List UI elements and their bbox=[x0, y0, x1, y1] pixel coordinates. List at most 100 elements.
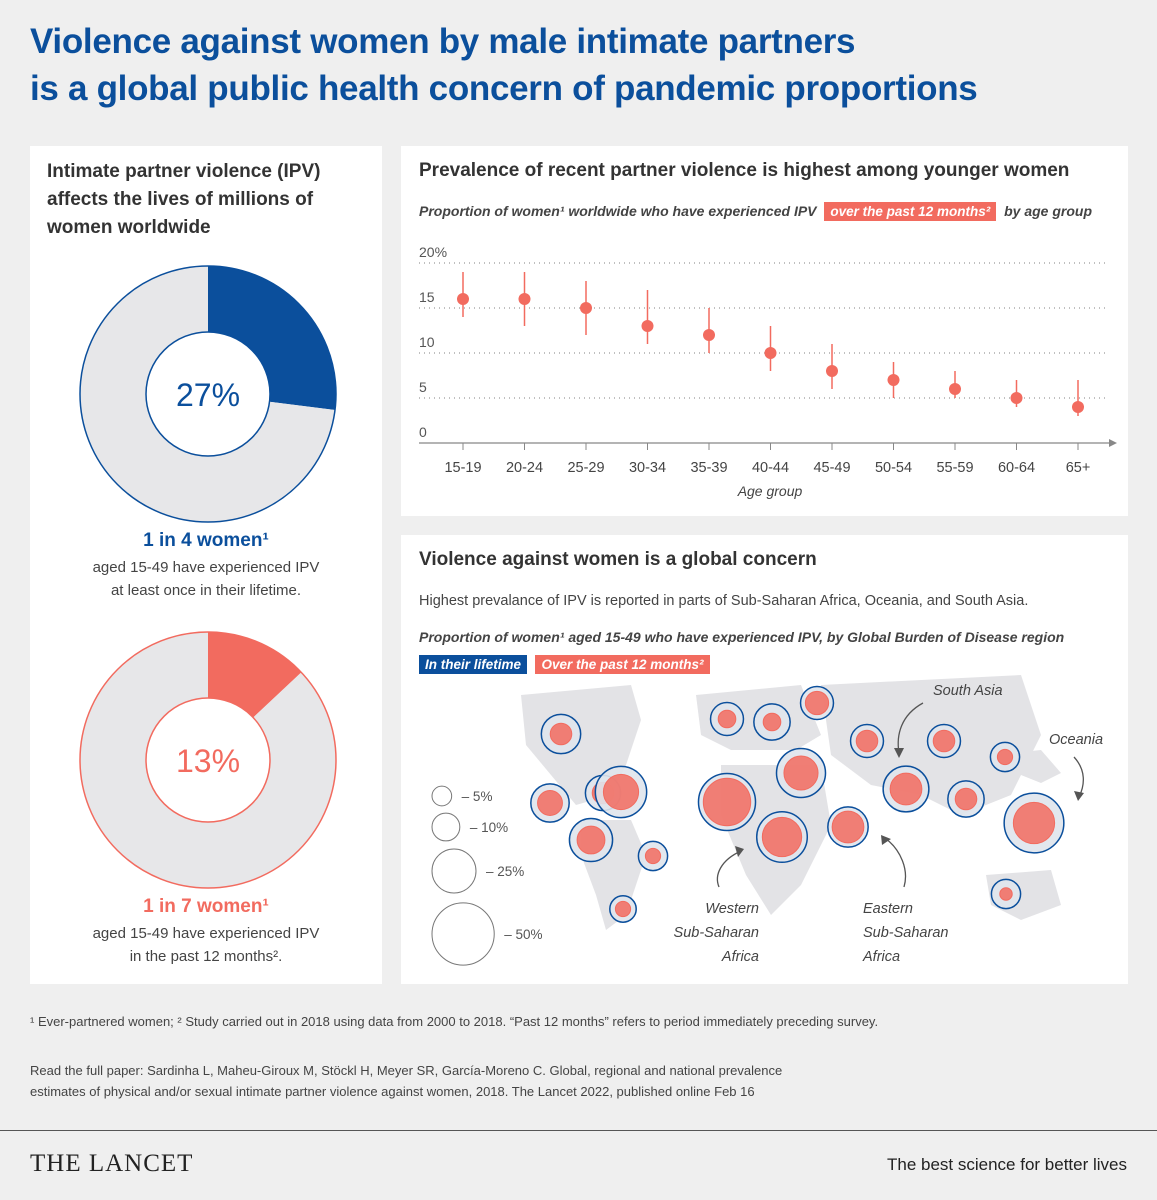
lancet-logo: THE LANCET bbox=[30, 1150, 194, 1177]
recent-bubble bbox=[1012, 801, 1056, 845]
size-legend-label: – 50% bbox=[504, 927, 542, 942]
footnote: ¹ Ever-partnered women; ² Study carried … bbox=[30, 1014, 879, 1029]
recent-bubble bbox=[537, 790, 563, 816]
size-legend-circle bbox=[431, 785, 453, 807]
recent-bubble bbox=[576, 825, 606, 855]
data-point bbox=[641, 320, 654, 332]
recent-bubble bbox=[614, 900, 632, 918]
annotation-eastern-africa: Eastern bbox=[863, 901, 913, 917]
x-tick-label: 15-19 bbox=[444, 460, 481, 476]
annotation-western-africa: Africa bbox=[721, 949, 759, 965]
recent-bubble bbox=[996, 748, 1014, 766]
y-tick-label: 5 bbox=[419, 379, 427, 395]
recent-stat-description: aged 15-49 have experienced IPV in the p… bbox=[30, 922, 382, 968]
recent-stat: 1 in 7 women¹ bbox=[143, 896, 269, 917]
reference-line-1: Read the full paper: Sardinha L, Maheu-G… bbox=[30, 1063, 783, 1078]
map-description: Highest prevalance of IPV is reported in… bbox=[419, 593, 1029, 609]
recent-donut-slice-remainder bbox=[79, 632, 336, 888]
lifetime-stat-description: aged 15-49 have experienced IPV at least… bbox=[30, 556, 382, 602]
reference-line-2: estimates of physical and/or sexual inti… bbox=[30, 1084, 755, 1099]
x-axis-arrow bbox=[1109, 439, 1117, 447]
data-point bbox=[703, 329, 715, 341]
annotation-south-asia: South Asia bbox=[933, 683, 1003, 699]
recent-bubble bbox=[717, 709, 737, 729]
data-point bbox=[949, 383, 961, 395]
arrow-south-asia-head bbox=[894, 748, 904, 758]
legend-past-12-months: Over the past 12 months² bbox=[535, 655, 710, 674]
legend-lifetime: In their lifetime bbox=[419, 655, 528, 674]
recent-donut-chart: 13% bbox=[79, 631, 337, 889]
recent-bubble bbox=[762, 712, 782, 732]
arrow-eastern-africa-head bbox=[881, 835, 891, 845]
x-tick-label: 45-49 bbox=[813, 460, 850, 476]
age-subtitle-text: Proportion of women¹ worldwide who have … bbox=[419, 203, 817, 219]
recent-bubble bbox=[761, 816, 803, 858]
x-tick-label: 30-34 bbox=[629, 460, 666, 476]
lifetime-donut-outer-ring bbox=[79, 265, 337, 523]
arrow-oceania-head bbox=[1074, 791, 1084, 801]
data-point bbox=[1072, 401, 1084, 413]
recent-bubble bbox=[804, 690, 830, 716]
size-legend-label: – 25% bbox=[486, 864, 524, 879]
past-12-months-pill: over the past 12 months² bbox=[824, 202, 997, 221]
regional-bubble-map: – 5% – 10% – 25% – 50% South Asia Oceania West… bbox=[431, 675, 1103, 966]
paper-reference: Read the full paper: Sardinha L, Maheu-G… bbox=[30, 1060, 830, 1102]
data-point bbox=[764, 347, 777, 359]
recent-bubble bbox=[783, 755, 819, 791]
recent-bubble bbox=[602, 773, 640, 811]
annotation-eastern-africa: Sub-Saharan bbox=[863, 925, 948, 941]
x-tick-label: 25-29 bbox=[567, 460, 604, 476]
page-title: Violence against women by male intimate … bbox=[30, 18, 978, 112]
recent-bubble bbox=[831, 810, 865, 844]
size-legend-label: – 10% bbox=[470, 820, 508, 835]
map-color-legend: In their lifetime Over the past 12 month… bbox=[419, 655, 714, 674]
y-tick-label: 20% bbox=[419, 244, 447, 260]
recent-bubble bbox=[999, 887, 1013, 901]
lifetime-donut-inner-ring bbox=[145, 331, 271, 457]
size-legend-circle bbox=[431, 848, 477, 894]
arrow-western-africa-head bbox=[735, 846, 744, 857]
recent-bubble bbox=[702, 777, 752, 827]
recent-stat-line-1: aged 15-49 have experienced IPV bbox=[92, 925, 320, 942]
footer-divider bbox=[0, 1130, 1157, 1131]
data-point bbox=[826, 365, 838, 377]
lifetime-donut-chart: 27% bbox=[79, 265, 337, 523]
x-axis-title: Age group bbox=[737, 483, 803, 499]
map-title: Violence against women is a global conce… bbox=[419, 549, 817, 570]
recent-donut-outer-ring bbox=[79, 631, 337, 889]
data-point bbox=[1010, 392, 1023, 404]
lifetime-stat-line-2: at least once in their lifetime. bbox=[110, 582, 302, 599]
recent-bubble bbox=[932, 729, 956, 753]
annotation-oceania: Oceania bbox=[1049, 732, 1103, 748]
x-tick-label: 50-54 bbox=[875, 460, 912, 476]
lifetime-stat: 1 in 4 women¹ bbox=[143, 530, 269, 551]
lifetime-stat-line-1: aged 15-49 have experienced IPV bbox=[92, 559, 320, 576]
arrow-eastern-africa bbox=[884, 837, 907, 888]
data-point bbox=[457, 293, 469, 305]
annotation-eastern-africa: Africa bbox=[862, 949, 900, 965]
size-legend-circle bbox=[431, 902, 495, 966]
data-point bbox=[518, 293, 531, 305]
annotation-western-africa: Western bbox=[705, 901, 759, 917]
title-line-1: Violence against women by male intimate … bbox=[30, 22, 856, 61]
title-line-2: is a global public health concern of pan… bbox=[30, 69, 978, 108]
y-tick-label: 15 bbox=[419, 289, 435, 305]
recent-bubble bbox=[889, 772, 923, 806]
x-tick-label: 65+ bbox=[1066, 460, 1091, 476]
tagline: The best science for better lives bbox=[886, 1155, 1127, 1174]
arrow-oceania bbox=[1073, 756, 1084, 798]
x-tick-label: 35-39 bbox=[690, 460, 727, 476]
land-shape bbox=[1013, 750, 1061, 783]
age-group-card: Prevalence of recent partner violence is… bbox=[401, 146, 1128, 516]
arrow-western-africa bbox=[716, 850, 742, 888]
global-map-card: Violence against women is a global conce… bbox=[401, 535, 1128, 984]
size-legend-label: – 5% bbox=[462, 789, 493, 804]
data-point bbox=[580, 302, 592, 314]
age-chart-subtitle: Proportion of women¹ worldwide who have … bbox=[419, 202, 1092, 221]
map-subtitle: Proportion of women¹ aged 15-49 who have… bbox=[419, 629, 1065, 645]
recent-bubble bbox=[644, 847, 662, 865]
lifetime-donut-slice-remainder bbox=[80, 266, 335, 522]
y-tick-label: 0 bbox=[419, 424, 427, 440]
data-point bbox=[887, 374, 900, 386]
x-tick-label: 60-64 bbox=[998, 460, 1035, 476]
